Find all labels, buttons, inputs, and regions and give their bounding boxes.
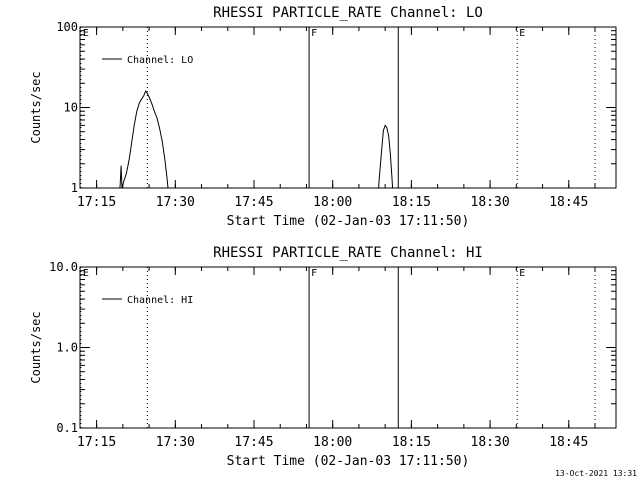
x-tick-label: 17:45 [234,195,273,210]
x-tick-label: 18:00 [313,435,352,450]
x-tick-label: 18:30 [471,435,510,450]
x-tick-label: 18:15 [392,195,431,210]
x-axis-label: Start Time (02-Jan-03 17:11:50) [227,454,470,469]
event-marker-label: F [311,268,317,279]
y-tick-label: 1.0 [56,341,78,355]
y-tick-label: 10 [64,101,78,115]
y-tick-label: 10.0 [49,260,78,274]
x-tick-label: 18:45 [549,435,588,450]
plot-frame [79,26,617,189]
y-axis-label: Counts/sec [29,71,43,143]
series-line [119,90,394,188]
event-marker-label: E [83,28,89,39]
event-marker-label: E [83,268,89,279]
x-tick-label: 17:15 [77,435,116,450]
x-tick-label: 17:45 [234,435,273,450]
x-tick-label: 17:30 [156,435,195,450]
x-axis-label: Start Time (02-Jan-03 17:11:50) [227,214,470,229]
y-tick-label: 0.1 [56,421,78,435]
chart-title: RHESSI PARTICLE_RATE Channel: LO [213,5,483,21]
legend-label: Channel: HI [127,295,193,306]
y-tick-label: 1 [71,181,78,195]
footer-timestamp: 13-Oct-2021 13:31 [555,469,637,478]
x-tick-label: 18:45 [549,195,588,210]
panel-hi: RHESSI PARTICLE_RATE Channel: HI Start Ti… [29,245,617,469]
panel-lo: RHESSI PARTICLE_RATE Channel: LO Start Ti… [29,5,617,229]
x-tick-label: 17:30 [156,195,195,210]
chart-title: RHESSI PARTICLE_RATE Channel: HI [213,245,483,261]
legend-label: Channel: LO [127,55,193,66]
event-marker-label: E [519,268,525,279]
x-tick-label: 18:30 [471,195,510,210]
x-tick-label: 18:00 [313,195,352,210]
x-tick-label: 18:15 [392,435,431,450]
y-tick-label: 100 [56,20,78,34]
plot-frame [79,266,617,429]
x-tick-label: 17:15 [77,195,116,210]
y-axis-label: Counts/sec [29,311,43,383]
event-marker-label: E [519,28,525,39]
event-marker-label: F [311,28,317,39]
